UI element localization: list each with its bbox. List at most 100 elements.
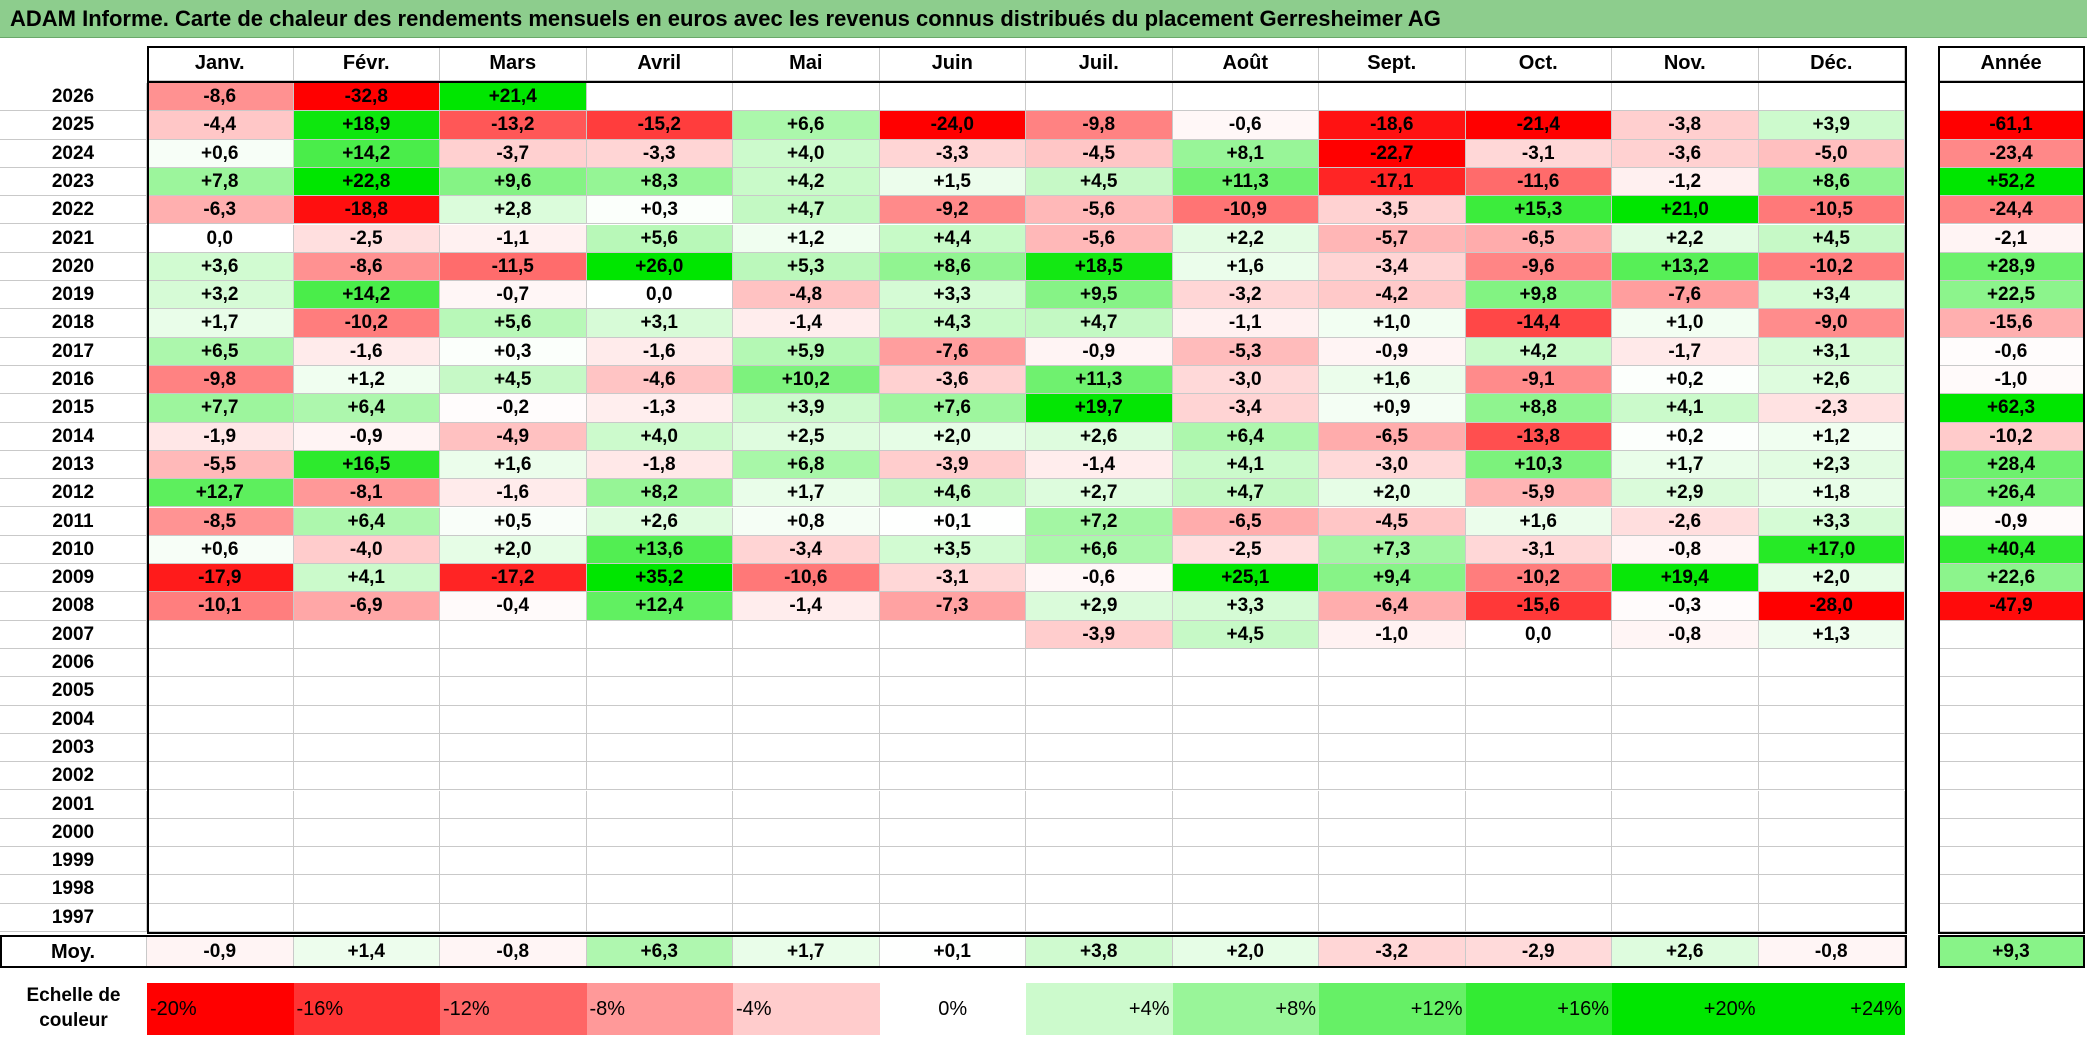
heatmap-cell [879, 875, 1026, 904]
column-header: Avril [586, 46, 733, 81]
heatmap-cell: -10,1 [147, 592, 294, 621]
legend-swatch: +20% [1612, 983, 1759, 1035]
heatmap-cell: -10,5 [1758, 196, 1905, 225]
annual-cell: +22,6 [1938, 564, 2085, 593]
heatmap-cell: -17,9 [147, 564, 294, 593]
heatmap-cell: +7,3 [1319, 535, 1466, 565]
heatmap-cell [586, 875, 733, 904]
heatmap-cell [440, 847, 587, 876]
heatmap-cell [1612, 677, 1759, 706]
row-year-label: 2021 [0, 224, 147, 253]
row-year-label: 2005 [0, 677, 147, 706]
heatmap-cell: +0,5 [440, 507, 587, 536]
annual-cell: -0,9 [1938, 507, 2085, 536]
heatmap-cell: -1,6 [586, 337, 733, 366]
column-header: Juil. [1026, 46, 1173, 81]
heatmap-cell: -6,3 [147, 196, 294, 225]
heatmap-cell: +3,3 [879, 281, 1026, 310]
heatmap-cell: -3,3 [586, 139, 733, 168]
heatmap-cell [733, 649, 880, 678]
heatmap-cell [586, 733, 733, 763]
annual-cell: +62,3 [1938, 394, 2085, 423]
annual-cell: -24,4 [1938, 196, 2085, 225]
heatmap-cell: +5,3 [733, 252, 880, 282]
legend-label-line1: Echelle de [26, 985, 121, 1006]
heatmap-cell: +18,5 [1026, 252, 1173, 282]
heatmap-cell: -8,1 [293, 479, 440, 508]
annual-cell [1938, 733, 2085, 763]
heatmap-cell: +13,2 [1612, 252, 1759, 282]
row-year-label: 2017 [0, 337, 147, 366]
heatmap-cell [1172, 762, 1319, 791]
heatmap-cell [147, 790, 294, 819]
column-header: Sept. [1319, 46, 1466, 81]
heatmap-cell: +0,3 [440, 337, 587, 366]
heatmap-cell [1465, 847, 1612, 876]
heatmap-cell: -6,9 [293, 592, 440, 621]
row-year-label: 1998 [0, 875, 147, 904]
heatmap-cell [293, 818, 440, 848]
heatmap-cell [293, 762, 440, 791]
heatmap-cell: -4,8 [733, 281, 880, 310]
column-header: Févr. [293, 46, 440, 81]
annual-header-underline [1938, 81, 2085, 83]
heatmap-cell: +3,1 [1758, 337, 1905, 366]
heatmap-cell: +1,6 [1465, 507, 1612, 536]
heatmap-cell: +4,6 [879, 479, 1026, 508]
heatmap-cell [1758, 677, 1905, 706]
heatmap-cell [1172, 649, 1319, 678]
average-cell: -0,8 [1758, 937, 1905, 967]
heatmap-cell [586, 818, 733, 848]
heatmap-cell: +4,7 [1026, 309, 1173, 338]
heatmap-cell: -3,1 [879, 564, 1026, 593]
annual-cell [1938, 875, 2085, 904]
legend-label: Echelle de couleur [0, 983, 147, 1035]
average-cell: +3,8 [1026, 937, 1173, 967]
row-year-label: 2008 [0, 592, 147, 621]
annual-cell: -61,1 [1938, 111, 2085, 140]
heatmap-cell: +3,2 [147, 281, 294, 310]
heatmap-cell: +19,7 [1026, 394, 1173, 423]
legend-swatch: -16% [293, 983, 440, 1035]
heatmap-cell [440, 620, 587, 649]
heatmap-cell: -10,2 [293, 309, 440, 338]
annual-cell: +28,4 [1938, 450, 2085, 480]
row-year-label: 2011 [0, 507, 147, 536]
heatmap-cell: -8,6 [293, 252, 440, 282]
annual-cell: +28,9 [1938, 252, 2085, 282]
heatmap-cell [147, 733, 294, 763]
page-title: ADAM Informe. Carte de chaleur des rende… [10, 6, 1441, 31]
heatmap-cell: +26,0 [586, 252, 733, 282]
heatmap-cell [1465, 903, 1612, 932]
heatmap-cell [147, 875, 294, 904]
heatmap-cell: +10,2 [733, 366, 880, 395]
heatmap-cell: -3,5 [1319, 196, 1466, 225]
annual-cell: -23,4 [1938, 139, 2085, 168]
heatmap-cell: +9,5 [1026, 281, 1173, 310]
heatmap-cell: -3,9 [879, 450, 1026, 480]
legend-swatch: -8% [586, 983, 733, 1035]
heatmap-cell [1758, 649, 1905, 678]
heatmap-cell: +6,5 [147, 337, 294, 366]
row-year-label: 2003 [0, 733, 147, 763]
heatmap-cell: +7,7 [147, 394, 294, 423]
heatmap-cell [733, 83, 880, 112]
heatmap-cell: +1,6 [1319, 366, 1466, 395]
column-header: Juin [879, 46, 1026, 81]
heatmap-cell: -3,0 [1172, 366, 1319, 395]
heatmap-cell: +1,7 [733, 479, 880, 508]
heatmap-cell [1758, 733, 1905, 763]
heatmap-cell [1026, 649, 1173, 678]
heatmap-cell: -17,2 [440, 564, 587, 593]
heatmap-cell: +4,7 [1172, 479, 1319, 508]
heatmap-cell [1465, 875, 1612, 904]
heatmap-cell: +2,7 [1026, 479, 1173, 508]
annual-cell: +40,4 [1938, 535, 2085, 565]
heatmap-cell: -1,4 [1026, 450, 1173, 480]
legend-swatch: +8% [1172, 983, 1319, 1035]
heatmap-cell: +0,3 [586, 196, 733, 225]
heatmap-cell [440, 790, 587, 819]
heatmap-cell [440, 762, 587, 791]
row-year-label: 2018 [0, 309, 147, 338]
heatmap-cell: +8,8 [1465, 394, 1612, 423]
